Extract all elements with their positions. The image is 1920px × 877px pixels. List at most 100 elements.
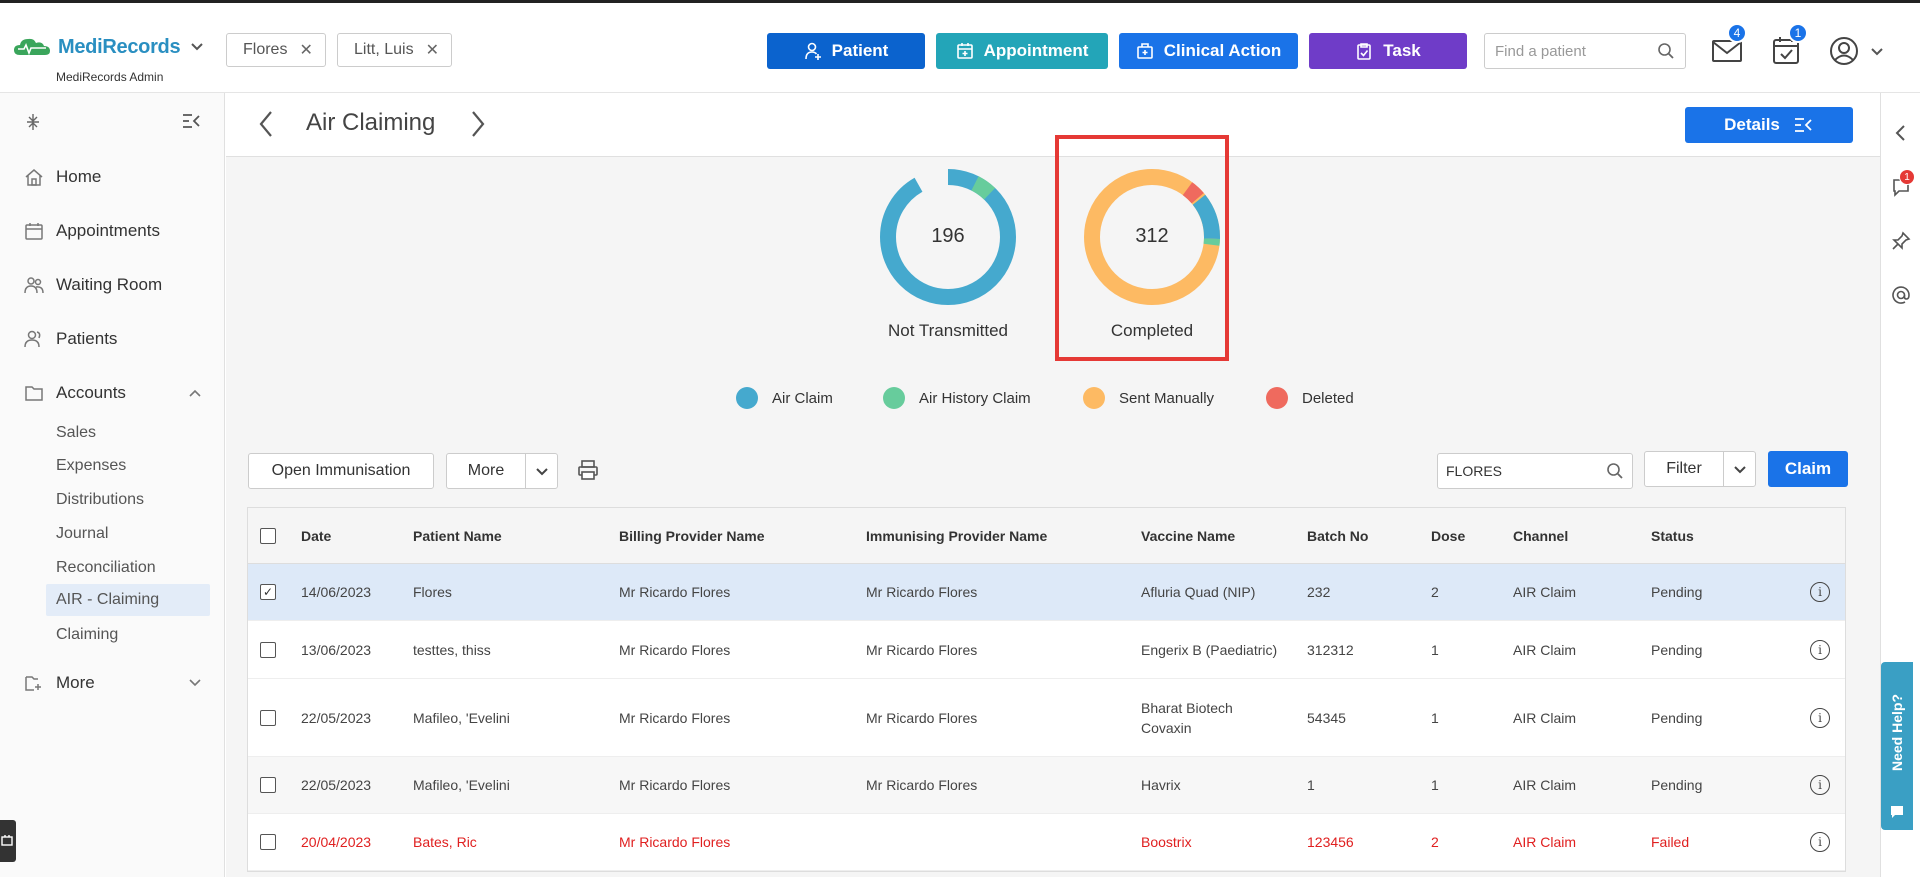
app-logo[interactable]: MediRecords: [12, 35, 204, 59]
user-menu[interactable]: [1828, 35, 1888, 67]
column-header-billing-provider[interactable]: Billing Provider Name: [619, 527, 765, 544]
side-panel-toggle[interactable]: [0, 820, 16, 862]
details-button[interactable]: Details: [1685, 107, 1853, 143]
row-checkbox[interactable]: [260, 641, 276, 658]
claims-search-input[interactable]: FLORES: [1437, 453, 1633, 489]
sidebar-item-more[interactable]: More: [24, 673, 204, 693]
chat-button[interactable]: 1: [1891, 169, 1915, 197]
collapse-vertical-icon[interactable]: [26, 113, 40, 136]
column-header-vaccine-name[interactable]: Vaccine Name: [1141, 527, 1236, 544]
sidebar-item-home[interactable]: Home: [24, 167, 101, 187]
cell-batch-no: 312312: [1307, 641, 1354, 658]
sidebar-item-label: Accounts: [56, 383, 126, 402]
search-icon[interactable]: [1606, 462, 1624, 480]
info-icon[interactable]: i: [1810, 707, 1830, 728]
sidebar-subitem-air-claiming[interactable]: AIR - Claiming: [46, 584, 210, 616]
not-transmitted-label: Not Transmitted: [888, 321, 1008, 340]
select-all-checkbox[interactable]: [260, 527, 276, 544]
cell-vaccine-line: Havrix: [1141, 777, 1181, 793]
mention-icon[interactable]: [1891, 285, 1911, 305]
cell-immunising-provider: Mr Ricardo Flores: [866, 584, 978, 600]
chevron-down-icon[interactable]: [190, 39, 204, 55]
row-checkbox[interactable]: [260, 709, 276, 726]
column-header-patient-name[interactable]: Patient Name: [413, 527, 502, 544]
close-icon[interactable]: ✕: [425, 42, 439, 59]
legend-label: Sent Manually: [1119, 389, 1215, 407]
close-icon[interactable]: ✕: [299, 42, 313, 59]
patient-button[interactable]: Patient: [767, 33, 925, 69]
filter-dropdown-label: Filter: [1666, 460, 1702, 477]
chevron-left-icon: [259, 111, 272, 137]
chevron-down-icon: [1871, 48, 1883, 56]
cell-status: Pending: [1651, 641, 1703, 658]
cell-patient-name[interactable]: testtes, thiss: [413, 641, 491, 658]
clipboard-check-icon: [1357, 43, 1372, 60]
column-header-channel[interactable]: Channel: [1513, 527, 1569, 544]
clinical-action-button[interactable]: Clinical Action: [1119, 33, 1298, 69]
open-immunisation-button[interactable]: Open Immunisation: [248, 453, 434, 489]
filter-dropdown[interactable]: Filter: [1644, 451, 1756, 487]
not-transmitted-donut[interactable]: [878, 167, 1018, 307]
legend-item-deleted[interactable]: Deleted: [1266, 387, 1354, 409]
sidebar-item-waiting-room[interactable]: Waiting Room: [24, 275, 162, 295]
patient-chip[interactable]: Litt, Luis ✕: [337, 33, 452, 67]
column-header-date[interactable]: Date: [301, 527, 332, 544]
more-dropdown[interactable]: More: [446, 453, 558, 489]
legend-dot: [736, 387, 758, 409]
info-icon[interactable]: i: [1810, 639, 1830, 660]
search-icon[interactable]: [1657, 42, 1675, 60]
details-button-label: Details: [1724, 115, 1780, 134]
completed-donut[interactable]: [1082, 167, 1222, 307]
column-header-batch-no[interactable]: Batch No: [1307, 527, 1369, 544]
patient-chip[interactable]: Flores ✕: [226, 33, 326, 67]
cell-patient-name[interactable]: Mafileo, 'Evelini: [413, 709, 510, 726]
table-row[interactable]: 13/06/2023 testtes, thiss Mr Ricardo Flo…: [248, 621, 1845, 679]
pin-icon[interactable]: [1891, 231, 1911, 251]
chevron-left-icon[interactable]: [1891, 123, 1911, 143]
table-row[interactable]: 22/05/2023 Mafileo, 'Evelini Mr Ricardo …: [248, 679, 1845, 757]
table-row[interactable]: 20/04/2023 Bates, Ric Mr Ricardo Flores …: [248, 814, 1845, 871]
previous-page-button[interactable]: [258, 109, 274, 147]
cell-channel: AIR Claim: [1513, 834, 1577, 850]
chevron-down-icon[interactable]: [1733, 465, 1747, 475]
row-checkbox[interactable]: [260, 834, 276, 850]
next-page-button[interactable]: [470, 109, 486, 147]
sidebar-subitem-sales[interactable]: Sales: [56, 424, 97, 441]
page-title: Air Claiming: [306, 109, 436, 136]
sidebar-subitem-expenses[interactable]: Expenses: [56, 457, 127, 474]
claim-button[interactable]: Claim: [1768, 451, 1848, 487]
sidebar-subitem-reconciliation[interactable]: Reconciliation: [56, 559, 156, 576]
cell-patient-name[interactable]: Bates, Ric: [413, 834, 477, 850]
collapse-sidebar-icon[interactable]: [182, 113, 202, 134]
info-icon[interactable]: i: [1810, 582, 1830, 602]
info-icon[interactable]: i: [1810, 832, 1830, 852]
tasks-calendar-button[interactable]: 1: [1770, 23, 1808, 67]
table-row[interactable]: 22/05/2023 Mafileo, 'Evelini Mr Ricardo …: [248, 757, 1845, 814]
chevron-down-icon[interactable]: [535, 467, 549, 477]
donut-segment-air-claim: [880, 169, 1016, 305]
cell-patient-name[interactable]: Flores: [413, 584, 452, 600]
mail-button[interactable]: 4: [1711, 23, 1747, 67]
sidebar-item-patients[interactable]: Patients: [24, 329, 117, 349]
appointment-button[interactable]: Appointment: [936, 33, 1108, 69]
legend-item-air-claim[interactable]: Air Claim: [736, 387, 833, 409]
sidebar-item-accounts[interactable]: Accounts: [24, 383, 204, 403]
column-header-dose[interactable]: Dose: [1431, 527, 1466, 544]
cell-patient-name[interactable]: Mafileo, 'Evelini: [413, 777, 510, 793]
sidebar-subitem-distributions[interactable]: Distributions: [56, 491, 145, 508]
sidebar-subitem-journal[interactable]: Journal: [56, 525, 109, 542]
column-header-status[interactable]: Status: [1651, 527, 1694, 544]
sidebar-item-appointments[interactable]: Appointments: [24, 221, 160, 241]
info-icon[interactable]: i: [1810, 775, 1830, 795]
legend-item-air-history-claim[interactable]: Air History Claim: [883, 387, 1031, 409]
print-icon[interactable]: [577, 459, 599, 486]
row-checkbox[interactable]: ✓: [260, 584, 276, 600]
task-button[interactable]: Task: [1309, 33, 1467, 69]
legend-item-sent-manually[interactable]: Sent Manually: [1083, 387, 1214, 409]
sidebar-subitem-claiming[interactable]: Claiming: [56, 626, 119, 643]
column-header-immunising-provider[interactable]: Immunising Provider Name: [866, 527, 1048, 544]
table-row[interactable]: ✓ 14/06/2023 Flores Mr Ricardo Flores Mr…: [248, 564, 1845, 621]
patient-search-input[interactable]: Find a patient: [1484, 33, 1686, 69]
row-checkbox[interactable]: [260, 777, 276, 793]
need-help-button[interactable]: Need Help?: [1881, 662, 1913, 830]
